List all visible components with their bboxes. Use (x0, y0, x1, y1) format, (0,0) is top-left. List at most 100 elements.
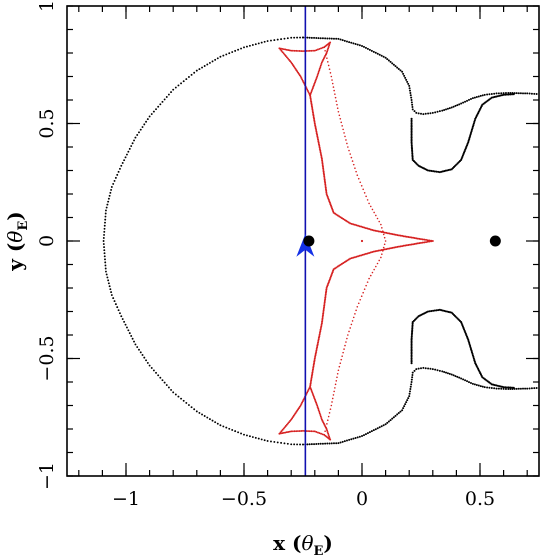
caustic-central-dot (318, 331, 321, 334)
critical-curve-inner-lower-dot (410, 359, 413, 362)
caustic-inner-fold-dot (375, 265, 377, 268)
caustic-central-dot (368, 251, 371, 254)
caustic-upper-triangle-dot (306, 90, 309, 92)
critical-curve-outer-dot (228, 427, 231, 430)
caustic-central-dot (314, 125, 317, 128)
caustic-upper-triangle-dot (290, 61, 293, 64)
critical-curve-outer-dot (107, 197, 110, 200)
caustic-central-dot (363, 253, 366, 256)
critical-curve-outer-dot (104, 209, 107, 212)
caustic-central-dot (312, 116, 315, 119)
critical-curve-right-upper-dot (410, 101, 413, 104)
critical-curve-inner-upper-dot (507, 93, 510, 96)
caustic-central-dot (418, 237, 421, 240)
caustic-central-dot (390, 247, 393, 250)
critical-curve-outer-dot (174, 86, 177, 89)
critical-curve-right-lower-dot (410, 378, 413, 381)
caustic-central-dot (394, 246, 397, 249)
critical-curve-inner-lower-dot (410, 332, 414, 335)
critical-curve-outer-dot (108, 285, 111, 288)
caustic-lower-triangle-dot (316, 406, 319, 409)
caustic-central-dot (415, 242, 418, 245)
critical-curve-outer-dot (167, 386, 170, 389)
caustic-inner-fold-dot (357, 302, 360, 305)
critical-curve-right-upper-dot (382, 55, 385, 58)
caustic-upper-triangle-dot (319, 64, 322, 67)
caustic-lower-triangle-dot (314, 400, 317, 403)
critical-curve-outer-dot (251, 436, 254, 438)
critical-curve-outer-dot (116, 173, 119, 176)
critical-curve-right-upper-dot (519, 92, 522, 95)
critical-curve-outer-dot (106, 276, 109, 279)
caustic-inner-fold-dot (331, 397, 334, 400)
critical-curve-right-lower-dot (486, 386, 489, 389)
critical-curve-outer-dot (163, 381, 166, 384)
critical-curve-right-lower (302, 366, 538, 446)
caustic-central-dot (363, 226, 366, 229)
critical-curve-outer-dot (104, 212, 107, 215)
critical-curve-right-lower-dot (384, 423, 387, 426)
critical-curve-inner-lower-dot (410, 349, 413, 352)
critical-curve-right-lower-dot (502, 387, 505, 390)
caustic-lower-triangle-dot (281, 432, 284, 435)
critical-curve-outer-dot (170, 388, 173, 391)
critical-curve-outer-dot (225, 53, 228, 56)
caustic-central-dot (383, 231, 386, 234)
caustic-central-dot (423, 241, 426, 244)
critical-curve-inner-upper-dot (410, 122, 413, 125)
critical-curve-inner-upper-dot (410, 146, 413, 149)
critical-curve-right-lower-dot (528, 387, 531, 390)
critical-curve-inner-upper-dot (509, 93, 512, 96)
critical-curve-outer-dot (237, 431, 240, 434)
critical-curve-right-upper-dot (376, 52, 379, 55)
critical-curve-outer-dot (125, 153, 128, 156)
critical-curve-outer-dot (276, 441, 279, 444)
critical-curve-outer-dot (296, 443, 299, 446)
caustic-central-dot (377, 230, 380, 233)
critical-curve-right-upper-dot (479, 94, 482, 97)
critical-curve-right-upper-dot (420, 112, 422, 115)
caustic-inner-fold-dot (336, 107, 339, 110)
critical-curve-right-lower-dot (406, 399, 409, 402)
critical-curve-right-upper-dot (407, 82, 410, 85)
critical-curve-right-upper-dot (450, 106, 453, 109)
caustic-lower-triangle-dot (288, 421, 291, 424)
x-tick-label: 0.5 (465, 488, 495, 510)
critical-curve-right-upper-dot (335, 37, 338, 40)
critical-curve-right-lower-dot (445, 371, 448, 374)
critical-curve-right-lower-dot (313, 443, 316, 446)
critical-curve-outer-dot (116, 306, 119, 309)
caustic-lower-triangle-dot (327, 432, 330, 435)
caustic-central-dot (317, 140, 320, 143)
caustic-lower-triangle-dot (312, 430, 315, 433)
critical-curve-outer-dot (251, 44, 254, 46)
critical-curve-right-upper-dot (475, 96, 478, 99)
critical-curve-right-lower-dot (443, 371, 446, 374)
caustic-lower-triangle-dot (289, 419, 292, 422)
critical-curve-right-lower-dot (302, 443, 304, 446)
caustic-central-dot (323, 180, 326, 183)
critical-curve-right-lower-dot (352, 437, 355, 440)
caustic-central-dot (322, 307, 325, 310)
critical-curve-right-lower-dot (380, 425, 383, 428)
caustic-central-dot (322, 168, 325, 171)
caustic-central-dot (310, 376, 313, 379)
critical-curve-inner-lower-dot (411, 324, 414, 327)
caustic-central-dot (312, 114, 315, 117)
caustic-inner-fold-dot (350, 156, 353, 159)
caustic-central-dot (352, 256, 355, 259)
critical-curve-right-upper-dot (404, 76, 407, 79)
critical-curve-right-upper-dot (343, 39, 346, 42)
caustic-inner-fold-dot (340, 121, 343, 124)
critical-curve-outer-dot (146, 118, 149, 121)
caustic-lower-triangle-dot (329, 438, 332, 441)
critical-curve-right-upper-dot (497, 92, 500, 95)
critical-curve-outer-dot (159, 103, 162, 106)
caustic-inner-fold-dot (339, 362, 342, 365)
critical-curve-right-upper-dot (477, 95, 480, 98)
caustic-central-dot (358, 225, 361, 228)
critical-curve-right-lower-dot (415, 368, 418, 371)
caustic-lower-triangle-dot (285, 423, 288, 426)
caustic-central-dot (312, 366, 315, 369)
caustic-central-dot (319, 152, 322, 155)
